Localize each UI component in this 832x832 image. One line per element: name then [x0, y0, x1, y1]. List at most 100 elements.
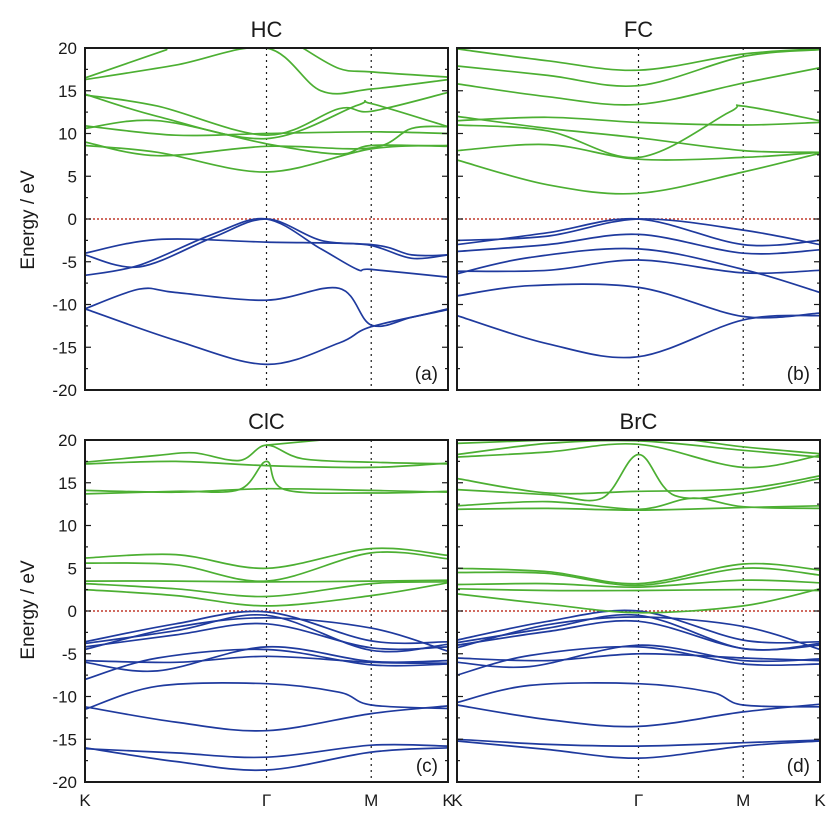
panel-tag: (b)	[787, 364, 810, 385]
valence-band-9	[85, 613, 448, 653]
conduction-band-6	[85, 125, 448, 157]
y-tick-label: -15	[52, 730, 77, 749]
panel-title: HC	[251, 17, 283, 42]
valence-band-1	[457, 283, 820, 319]
band-lines	[85, 48, 448, 366]
valence-band-0	[85, 746, 448, 772]
band-lines	[85, 440, 448, 772]
valence-band-8	[85, 610, 448, 645]
conduction-band-13	[457, 48, 820, 88]
valence-band-10	[457, 616, 820, 651]
y-tick-label: 10	[58, 125, 77, 144]
y-tick-label: 5	[68, 167, 77, 186]
conduction-band-7	[85, 119, 448, 155]
conduction-band-8	[457, 143, 820, 161]
x-tick-label-K: K	[814, 791, 826, 810]
valence-band-6	[457, 218, 820, 246]
conduction-band-9	[85, 91, 448, 137]
valence-band-4	[85, 217, 448, 278]
valence-band-6	[457, 652, 820, 662]
y-tick-label: 0	[68, 210, 77, 229]
y-tick-label: -15	[52, 338, 77, 357]
x-tick-label-K: K	[451, 791, 463, 810]
y-tick-label: -10	[52, 688, 77, 707]
y-tick-label: -20	[52, 381, 77, 400]
valence-band-2	[85, 705, 448, 732]
panel-title: ClC	[248, 409, 285, 434]
y-tick-label: 15	[58, 474, 77, 493]
band-lines	[457, 48, 820, 359]
panel-tag: (c)	[416, 756, 438, 777]
y-tick-label: -5	[62, 645, 77, 664]
conduction-band-8	[85, 124, 448, 137]
conduction-band-12	[457, 587, 820, 592]
x-tick-label-M: M	[736, 791, 750, 810]
conduction-band-11	[457, 587, 820, 614]
y-axis-label-top: Energy / eV	[18, 170, 39, 270]
y-tick-label: 10	[58, 517, 77, 536]
conduction-band-10	[457, 116, 820, 126]
valence-band-3	[85, 682, 448, 711]
y-tick-label: 20	[58, 39, 77, 58]
conduction-band-20	[457, 442, 820, 469]
panel-title: BrC	[620, 409, 658, 434]
conduction-band-13	[457, 579, 820, 588]
valence-band-8	[457, 609, 820, 644]
valence-band-0	[457, 314, 820, 359]
panel-fc: FC (b)	[456, 17, 821, 391]
valence-band-1	[85, 307, 448, 366]
conduction-band-14	[457, 48, 820, 72]
conduction-band-15	[457, 562, 820, 585]
valence-band-0	[457, 740, 820, 759]
valence-band-2	[457, 703, 820, 728]
conduction-band-10	[85, 93, 448, 140]
panel-clc: 20 15 10 5 0 -5 -10 -15 -20 ClC (c)	[52, 409, 449, 792]
x-tick-label-Γ: Γ	[634, 791, 643, 810]
conduction-band-11	[85, 48, 448, 95]
y-tick-label: 5	[68, 559, 77, 578]
valence-band-3	[457, 259, 820, 275]
conduction-band-17	[457, 497, 820, 511]
conduction-band-18	[85, 460, 448, 469]
panel-title: FC	[624, 17, 653, 42]
y-tick-label: 0	[68, 602, 77, 621]
conduction-band-19	[85, 444, 448, 465]
x-axis-labels: K Γ M KK Γ M K	[79, 791, 826, 810]
conduction-band-12	[85, 581, 448, 598]
conduction-band-11	[85, 581, 448, 607]
panel-hc: 20 15 10 5 0 -5 -10 -15 -20 HC (a)	[52, 17, 449, 400]
conduction-band-19	[457, 475, 820, 495]
conduction-band-5	[85, 144, 448, 173]
valence-band-1	[85, 743, 448, 759]
x-tick-label-K: K	[442, 791, 454, 810]
conduction-band-17	[85, 487, 448, 494]
panel-tag: (a)	[415, 364, 438, 385]
conduction-band-12	[457, 66, 820, 106]
valence-band-4	[457, 233, 820, 255]
conduction-band-14	[457, 567, 820, 587]
y-tick-label: -20	[52, 773, 77, 792]
conduction-band-18	[457, 453, 820, 502]
panels: 20 15 10 5 0 -5 -10 -15 -20 HC (a) FC (b) 20 15 10 5 0 -5 -…	[52, 17, 821, 792]
valence-band-2	[85, 238, 448, 257]
valence-band-9	[457, 613, 820, 651]
valence-band-2	[457, 247, 820, 294]
y-tick-label: -5	[62, 253, 77, 272]
conduction-band-12	[85, 48, 168, 79]
conduction-band-11	[457, 115, 820, 154]
valence-band-3	[457, 682, 820, 708]
y-tick-label: -10	[52, 296, 77, 315]
y-tick-label: 15	[58, 82, 77, 101]
valence-band-3	[85, 218, 448, 269]
conduction-band-9	[457, 104, 820, 159]
conduction-band-23	[692, 440, 820, 455]
y-tick-label: 20	[58, 431, 77, 450]
y-axis-label-bottom: Energy / eV	[18, 560, 39, 660]
conduction-band-13	[301, 48, 448, 78]
x-tick-label-M: M	[364, 791, 378, 810]
conduction-band-15	[85, 547, 448, 570]
panel-tag: (d)	[787, 756, 810, 777]
valence-band-7	[85, 622, 448, 651]
x-tick-label-K: K	[79, 791, 91, 810]
